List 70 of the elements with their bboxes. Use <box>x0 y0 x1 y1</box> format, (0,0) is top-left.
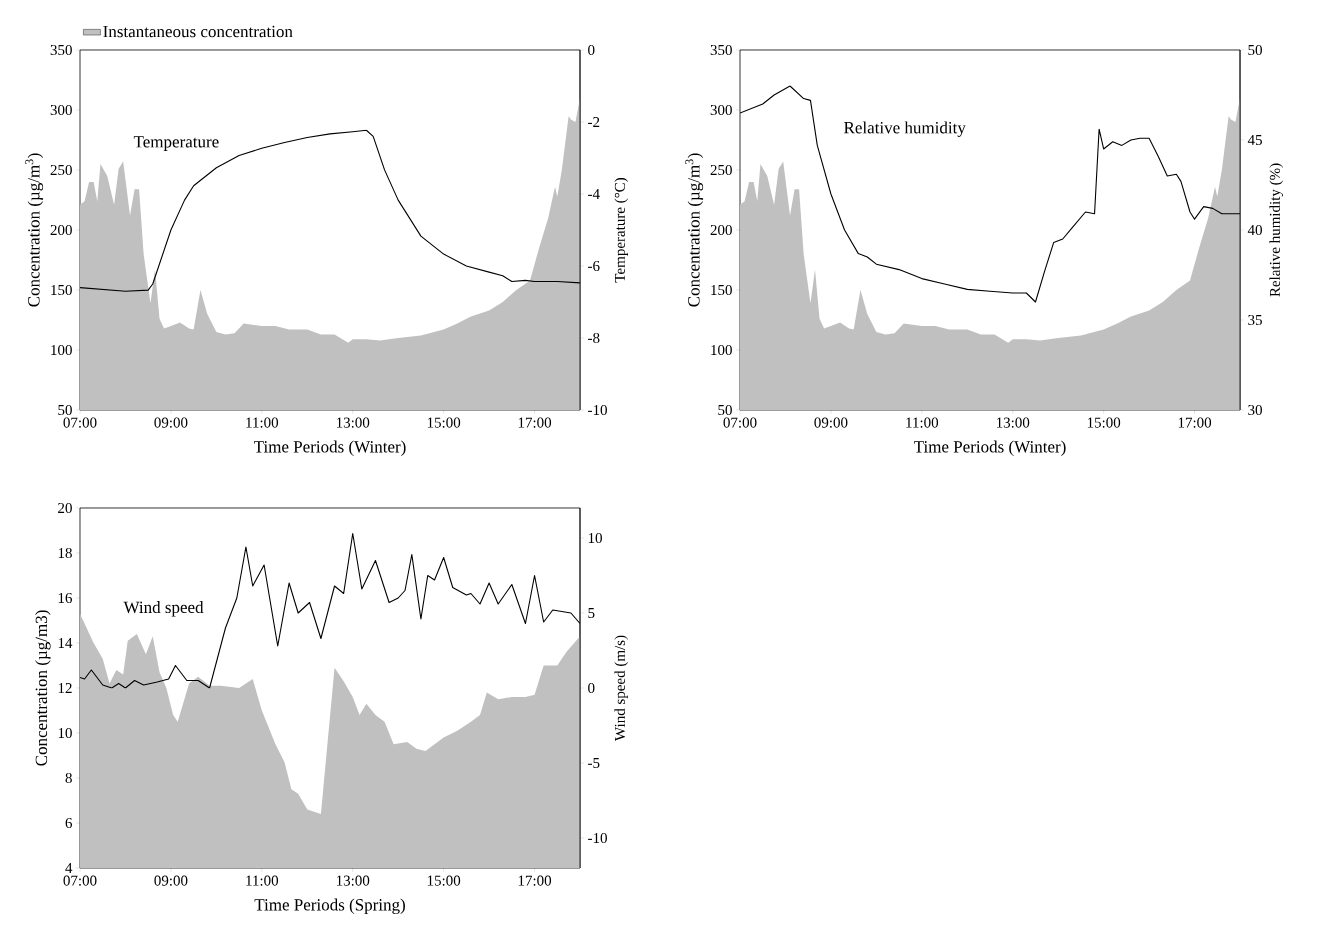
y-tick-label: 100 <box>51 344 72 356</box>
x-axis-title: Time Periods (Winter) <box>914 440 1066 456</box>
x-tick-label: 13:00 <box>336 875 370 886</box>
x-tick-label: 15:00 <box>427 417 461 428</box>
y-tick-label: 100 <box>711 344 732 356</box>
y-tick-label: 4 <box>65 863 73 873</box>
series-label: Wind speed <box>123 601 204 617</box>
y2-tick-label: -4 <box>588 189 600 199</box>
x-tick-label: 09:00 <box>814 417 848 428</box>
y-tick-label: 250 <box>710 164 732 176</box>
y-tick-label: 250 <box>50 164 72 176</box>
y-tick-label: 150 <box>711 284 732 296</box>
y2-tick-label: -10 <box>588 832 607 844</box>
y-tick-label: 350 <box>710 44 732 56</box>
x-tick-label: 09:00 <box>154 875 188 886</box>
y2-axis-title: Temperature (°C) <box>614 177 629 283</box>
y2-tick-label: 50 <box>1248 44 1262 56</box>
x-tick-label: 15:00 <box>427 875 461 886</box>
x-tick-label: 17:00 <box>518 875 552 886</box>
x-tick-label: 13:00 <box>336 417 370 428</box>
x-axis-title: Time Periods (Winter) <box>254 440 406 456</box>
y-tick-label: 18 <box>58 547 72 559</box>
y-tick-label: 14 <box>58 638 73 648</box>
y2-tick-label: -5 <box>588 758 600 768</box>
x-tick-label: 09:00 <box>154 417 188 428</box>
y2-tick-label: -6 <box>588 260 600 272</box>
y2-tick-label: 40 <box>1247 224 1262 236</box>
y-tick-label: 50 <box>58 404 72 416</box>
y-axis-title: Concentration (µg/m$^{3}$) <box>685 153 704 307</box>
y2-tick-label: -2 <box>588 117 600 127</box>
y2-axis-title: Relative humidity (%) <box>1269 163 1284 297</box>
y2-tick-label: 30 <box>1248 404 1262 416</box>
y-tick-label: 50 <box>718 404 732 416</box>
y2-tick-label: 5 <box>588 608 595 618</box>
y-tick-label: 6 <box>65 817 73 829</box>
y-axis-title: Concentration (µg/m$^{3}$) <box>25 153 44 307</box>
y-tick-label: 12 <box>58 683 72 693</box>
y-tick-label: 200 <box>50 224 72 236</box>
y-tick-label: 10 <box>58 727 72 739</box>
x-tick-label: 11:00 <box>246 875 279 886</box>
y-tick-label: 16 <box>58 592 73 604</box>
x-tick-label: 11:00 <box>906 417 939 428</box>
y2-tick-label: 0 <box>588 44 595 56</box>
x-axis-title: Time Periods (Spring) <box>254 898 405 915</box>
x-tick-label: 07:00 <box>63 417 97 428</box>
y-tick-label: 200 <box>710 224 732 236</box>
y-tick-label: 150 <box>51 284 72 296</box>
x-tick-label: 17:00 <box>1178 417 1212 428</box>
y2-tick-label: 10 <box>588 532 602 544</box>
legend-label: Instantaneous concentration <box>103 25 293 38</box>
y-tick-label: 8 <box>65 772 72 784</box>
y-axis-title: Concentration (µg/m3) <box>35 610 51 766</box>
series-label: Relative humidity <box>844 121 966 137</box>
y2-axis-title: Wind speed (m/s) <box>614 635 629 741</box>
y2-tick-label: -10 <box>588 404 607 416</box>
y-tick-label: 300 <box>50 104 72 116</box>
y-tick-label: 20 <box>58 502 72 514</box>
y2-tick-label: -8 <box>588 332 600 344</box>
x-tick-label: 13:00 <box>996 417 1030 428</box>
y-tick-label: 350 <box>50 44 72 56</box>
series-label: Temperature <box>133 136 219 151</box>
x-tick-label: 07:00 <box>723 417 757 428</box>
x-tick-label: 15:00 <box>1087 417 1121 428</box>
y2-tick-label: 35 <box>1248 314 1262 326</box>
x-tick-label: 07:00 <box>63 875 97 886</box>
y2-tick-label: 0 <box>588 682 595 694</box>
x-tick-label: 17:00 <box>518 417 552 428</box>
x-tick-label: 11:00 <box>246 417 279 428</box>
y2-tick-label: 45 <box>1247 134 1262 145</box>
y-tick-label: 300 <box>710 104 732 116</box>
